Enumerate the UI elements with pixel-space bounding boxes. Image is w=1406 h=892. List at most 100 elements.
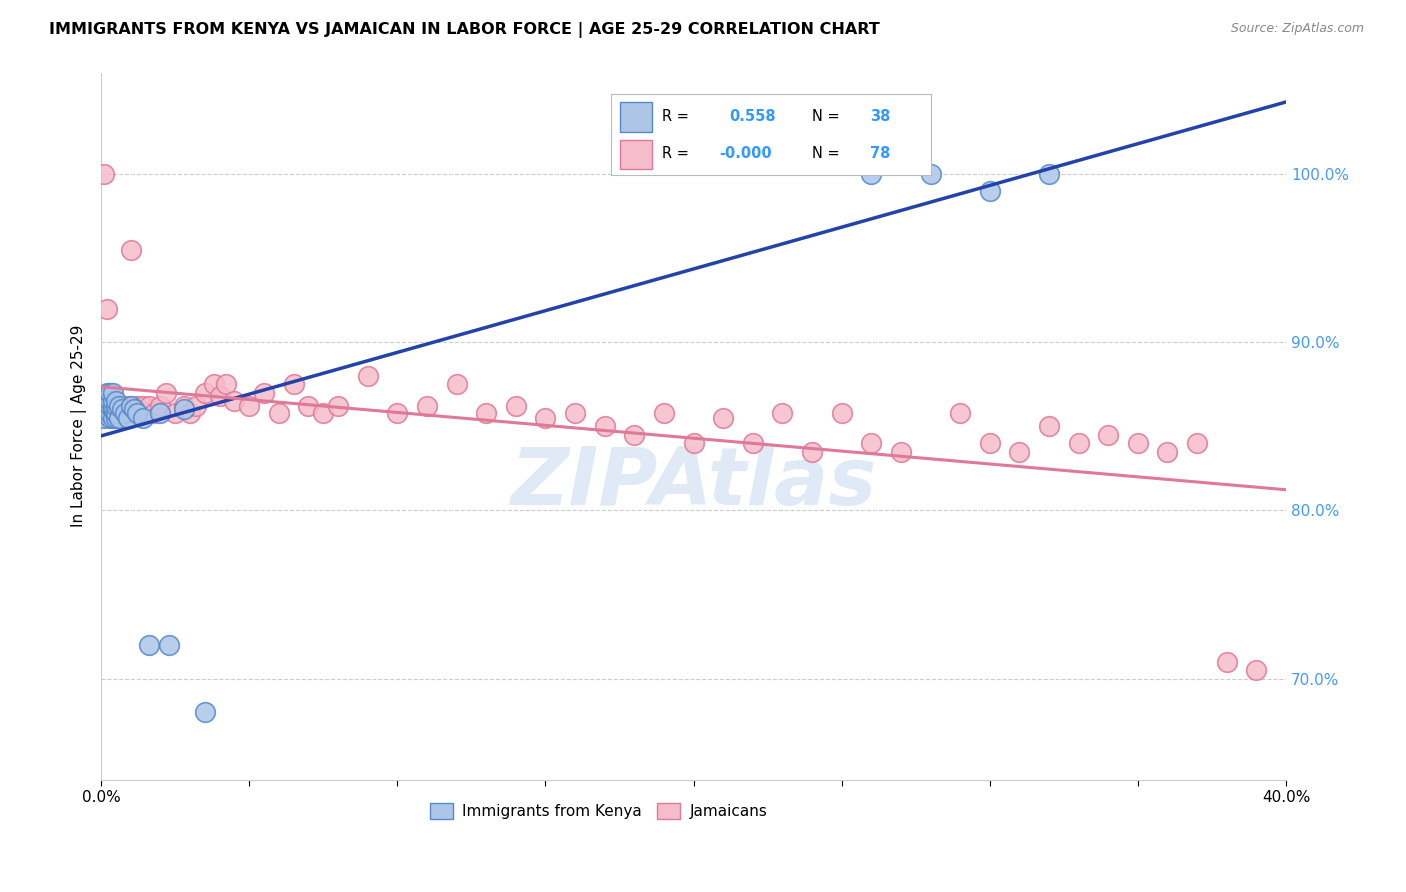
- Point: [93, 402, 115, 417]
- Point: [96, 399, 118, 413]
- Point: [111, 402, 134, 417]
- Point: [98, 394, 121, 409]
- Point: [1008, 444, 1031, 458]
- Point: [831, 406, 853, 420]
- Point: [165, 406, 187, 420]
- Point: [446, 377, 468, 392]
- Point: [623, 427, 645, 442]
- Point: [93, 402, 115, 417]
- Point: [101, 402, 124, 417]
- Point: [93, 410, 115, 425]
- Point: [138, 638, 160, 652]
- Point: [1038, 167, 1060, 181]
- Point: [111, 399, 134, 413]
- Legend: Immigrants from Kenya, Jamaicans: Immigrants from Kenya, Jamaicans: [425, 797, 773, 825]
- Point: [979, 436, 1001, 450]
- Point: [741, 436, 763, 450]
- Point: [101, 385, 124, 400]
- Point: [194, 706, 217, 720]
- Point: [101, 402, 124, 417]
- Point: [173, 402, 195, 417]
- Point: [122, 402, 145, 417]
- Point: [149, 399, 172, 413]
- Point: [238, 399, 260, 413]
- Point: [1156, 444, 1178, 458]
- Point: [122, 406, 145, 420]
- Point: [104, 394, 127, 409]
- Point: [860, 167, 883, 181]
- Point: [98, 399, 121, 413]
- Text: Source: ZipAtlas.com: Source: ZipAtlas.com: [1230, 22, 1364, 36]
- Point: [711, 410, 734, 425]
- Point: [111, 406, 134, 420]
- Point: [131, 399, 153, 413]
- Point: [93, 406, 115, 420]
- Point: [593, 419, 616, 434]
- Point: [101, 394, 124, 409]
- Point: [1246, 663, 1268, 677]
- Point: [98, 410, 121, 425]
- Point: [267, 406, 290, 420]
- Point: [1215, 655, 1237, 669]
- Point: [890, 444, 912, 458]
- Point: [104, 399, 127, 413]
- Point: [224, 394, 246, 409]
- Point: [108, 399, 131, 413]
- Point: [117, 399, 139, 413]
- Point: [1126, 436, 1149, 450]
- Point: [104, 406, 127, 420]
- Point: [96, 402, 118, 417]
- Point: [297, 399, 319, 413]
- Point: [184, 399, 207, 413]
- Point: [173, 399, 195, 413]
- Point: [534, 410, 557, 425]
- Point: [104, 410, 127, 425]
- Point: [138, 399, 160, 413]
- Text: ZIPAtlas: ZIPAtlas: [510, 444, 877, 522]
- Point: [505, 399, 527, 413]
- Point: [104, 406, 127, 420]
- Point: [108, 410, 131, 425]
- Point: [652, 406, 675, 420]
- Point: [1185, 436, 1208, 450]
- Point: [253, 385, 276, 400]
- Point: [101, 399, 124, 413]
- Point: [114, 406, 136, 420]
- Point: [98, 399, 121, 413]
- Point: [98, 406, 121, 420]
- Text: IMMIGRANTS FROM KENYA VS JAMAICAN IN LABOR FORCE | AGE 25-29 CORRELATION CHART: IMMIGRANTS FROM KENYA VS JAMAICAN IN LAB…: [49, 22, 880, 38]
- Point: [387, 406, 409, 420]
- Point: [143, 406, 166, 420]
- Point: [96, 389, 118, 403]
- Point: [979, 184, 1001, 198]
- Point: [179, 406, 201, 420]
- Point: [860, 436, 883, 450]
- Point: [125, 399, 148, 413]
- Point: [101, 406, 124, 420]
- Point: [98, 402, 121, 417]
- Point: [98, 385, 121, 400]
- Point: [283, 377, 305, 392]
- Point: [202, 377, 225, 392]
- Point: [682, 436, 704, 450]
- Point: [101, 410, 124, 425]
- Point: [98, 406, 121, 420]
- Point: [155, 385, 177, 400]
- Point: [208, 389, 231, 403]
- Point: [125, 406, 148, 420]
- Point: [96, 406, 118, 420]
- Point: [108, 406, 131, 420]
- Point: [357, 368, 380, 383]
- Point: [801, 444, 824, 458]
- Point: [920, 167, 942, 181]
- Point: [1038, 419, 1060, 434]
- Point: [117, 410, 139, 425]
- Point: [416, 399, 439, 413]
- Point: [564, 406, 586, 420]
- Point: [101, 399, 124, 413]
- Point: [96, 385, 118, 400]
- Point: [114, 406, 136, 420]
- Point: [1097, 427, 1119, 442]
- Point: [120, 399, 142, 413]
- Point: [194, 385, 217, 400]
